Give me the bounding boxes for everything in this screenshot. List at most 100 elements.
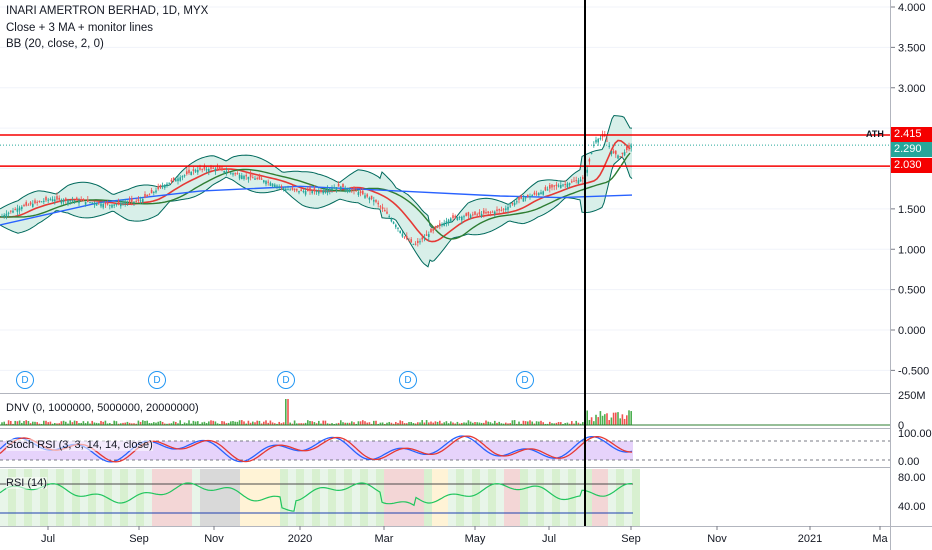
candle-body bbox=[205, 169, 208, 171]
volume-bar bbox=[183, 422, 186, 425]
candle-body bbox=[513, 202, 516, 206]
volume-bar bbox=[364, 421, 366, 425]
rsi-band bbox=[384, 469, 392, 526]
dividend-marker[interactable]: D bbox=[516, 371, 534, 389]
volume-bar bbox=[58, 423, 60, 425]
rsi-band bbox=[424, 469, 432, 526]
dividend-marker[interactable]: D bbox=[16, 371, 34, 389]
volume-bar bbox=[172, 421, 175, 425]
volume-bar bbox=[579, 423, 582, 425]
rsi-band bbox=[336, 469, 344, 526]
volume-bar bbox=[249, 422, 252, 425]
rsi-pane-label[interactable]: RSI (14) bbox=[6, 477, 47, 489]
volume-bar bbox=[263, 421, 265, 425]
candle-body bbox=[247, 176, 250, 180]
candle-body bbox=[102, 203, 104, 208]
rsi-band bbox=[40, 469, 48, 526]
dividend-marker[interactable]: D bbox=[277, 371, 295, 389]
candle-body bbox=[269, 182, 272, 186]
volume-bar bbox=[159, 420, 162, 425]
volume-bar bbox=[621, 414, 624, 425]
volume-bar bbox=[610, 417, 613, 425]
volume-bar bbox=[139, 421, 142, 425]
candle-body bbox=[320, 190, 322, 192]
rsi-band bbox=[432, 469, 440, 526]
volume-bar bbox=[555, 422, 558, 425]
volume-bar bbox=[524, 421, 527, 425]
volume-bar bbox=[390, 422, 393, 425]
candle-body bbox=[421, 237, 423, 240]
volume-bar bbox=[615, 412, 617, 425]
candle-body bbox=[49, 199, 52, 201]
rsi-band bbox=[632, 469, 640, 526]
volume-bar bbox=[353, 422, 355, 425]
volume-bar bbox=[516, 423, 518, 425]
candle-body bbox=[579, 179, 582, 182]
rsi-band bbox=[208, 469, 216, 526]
volume-bar bbox=[93, 422, 96, 425]
volume-bar bbox=[65, 421, 67, 425]
volume-bar bbox=[590, 417, 593, 425]
volume-bar bbox=[379, 422, 382, 425]
volume-bar bbox=[194, 421, 197, 425]
volume-bar bbox=[406, 423, 408, 425]
candle-body bbox=[230, 172, 232, 174]
volume-bar bbox=[221, 421, 223, 425]
volume-bar bbox=[489, 422, 492, 425]
candle-body bbox=[258, 176, 261, 180]
rsi-band bbox=[448, 469, 456, 526]
candle-body bbox=[630, 145, 632, 148]
indicator-bb-legend[interactable]: BB (20, close, 2, 0) bbox=[6, 38, 104, 50]
dividend-marker[interactable]: D bbox=[399, 371, 417, 389]
rsi-band bbox=[464, 469, 472, 526]
candle-body bbox=[403, 236, 406, 238]
candle-body bbox=[443, 222, 445, 226]
candle-body bbox=[344, 187, 346, 190]
indicator-ma-legend[interactable]: Close + 3 MA + monitor lines bbox=[6, 22, 154, 34]
volume-bar bbox=[436, 421, 439, 425]
candle-body bbox=[309, 187, 311, 192]
rsi-band bbox=[392, 469, 400, 526]
time-axis-label: Nov bbox=[707, 533, 727, 545]
rsi-band bbox=[480, 469, 488, 526]
volume-bar bbox=[478, 422, 481, 425]
candle-body bbox=[137, 199, 140, 201]
candle-body bbox=[326, 189, 329, 193]
volume-bar bbox=[412, 423, 415, 425]
volume-bar bbox=[617, 412, 619, 425]
volume-bar bbox=[344, 422, 346, 425]
volume-bar bbox=[577, 422, 580, 425]
volume-bar bbox=[439, 420, 441, 425]
candle-body bbox=[177, 178, 179, 182]
candle-body bbox=[531, 195, 533, 197]
candle-body bbox=[366, 194, 368, 197]
volume-bar bbox=[225, 423, 228, 425]
rsi-band bbox=[368, 469, 376, 526]
volume-bar bbox=[472, 422, 474, 425]
symbol-title[interactable]: INARI AMERTRON BERHAD, 1D, MYX bbox=[6, 5, 209, 17]
volume-bar bbox=[32, 421, 34, 425]
volume-bar bbox=[531, 421, 533, 425]
volume-bar bbox=[469, 421, 472, 425]
candle-body bbox=[450, 218, 452, 222]
dividend-marker[interactable]: D bbox=[148, 371, 166, 389]
candle-body bbox=[335, 187, 338, 190]
candle-body bbox=[527, 194, 529, 197]
price-axis-label: 3.000 bbox=[898, 83, 926, 95]
candle-body bbox=[568, 183, 571, 185]
rsi-band bbox=[416, 469, 424, 526]
time-axis-label: Jul bbox=[41, 533, 55, 545]
stoch-band bbox=[0, 441, 633, 460]
candle-body bbox=[342, 183, 344, 188]
candle-body bbox=[221, 167, 223, 171]
volume-pane-label[interactable]: DNV (0, 1000000, 5000000, 20000000) bbox=[6, 402, 199, 414]
stoch-pane-label[interactable]: Stoch RSI (3, 3, 14, 14, close) bbox=[6, 439, 153, 451]
rsi-band bbox=[200, 469, 208, 526]
time-axis-label: Sep bbox=[621, 533, 641, 545]
candle-body bbox=[234, 173, 236, 175]
volume-bar bbox=[3, 421, 5, 425]
candle-body bbox=[54, 199, 56, 202]
volume-bar bbox=[109, 423, 111, 425]
volume-bar bbox=[10, 420, 12, 425]
